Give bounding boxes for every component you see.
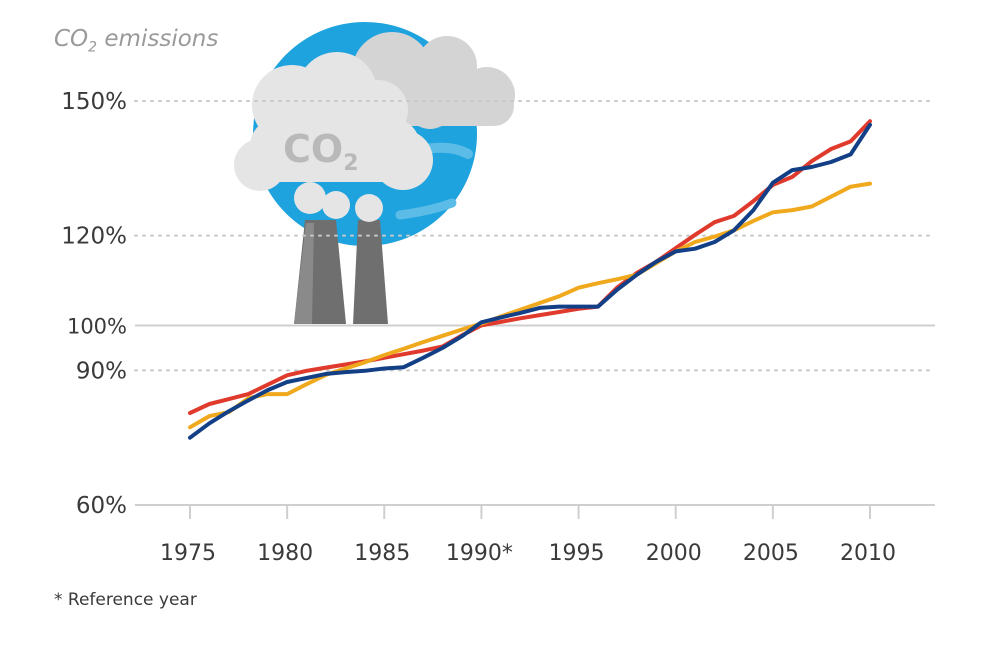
grid-lines bbox=[134, 100, 936, 372]
x-tick-label: 2010 bbox=[840, 541, 896, 566]
x-tick-label: 1990* bbox=[446, 541, 513, 566]
chimney-icon bbox=[294, 220, 388, 324]
cloud-co2-label: CO2 bbox=[283, 127, 359, 176]
y-tick-label: 100% bbox=[67, 314, 127, 338]
x-tick-label: 1995 bbox=[549, 541, 605, 566]
y-axis-labels: 150% 120% 100% 90% 60% bbox=[61, 89, 127, 519]
front-cloud-icon bbox=[234, 52, 433, 222]
series-line bbox=[188, 122, 872, 440]
x-tick-label: 2000 bbox=[646, 541, 702, 566]
x-tick-label: 2005 bbox=[743, 541, 799, 566]
back-cloud-icon bbox=[352, 32, 515, 129]
y-tick-label: 150% bbox=[61, 89, 127, 115]
y-tick-label: 90% bbox=[76, 358, 127, 384]
x-tick-label: 1980 bbox=[257, 541, 313, 566]
x-axis-labels: 1975 1980 1985 1990* 1995 2000 2005 2010 bbox=[160, 541, 896, 566]
factory-smoke-co2-icon: CO2 bbox=[234, 22, 515, 324]
series-line bbox=[188, 181, 872, 430]
x-axis bbox=[135, 504, 935, 519]
series-line bbox=[188, 119, 872, 415]
series-lines bbox=[188, 119, 872, 440]
chart-title: CO2 emissions bbox=[54, 26, 219, 56]
y-tick-label: 60% bbox=[76, 493, 127, 519]
footnote: * Reference year bbox=[54, 590, 197, 610]
x-tick-label: 1985 bbox=[354, 541, 410, 566]
x-tick-label: 1975 bbox=[160, 541, 216, 566]
y-tick-label: 120% bbox=[61, 224, 127, 250]
